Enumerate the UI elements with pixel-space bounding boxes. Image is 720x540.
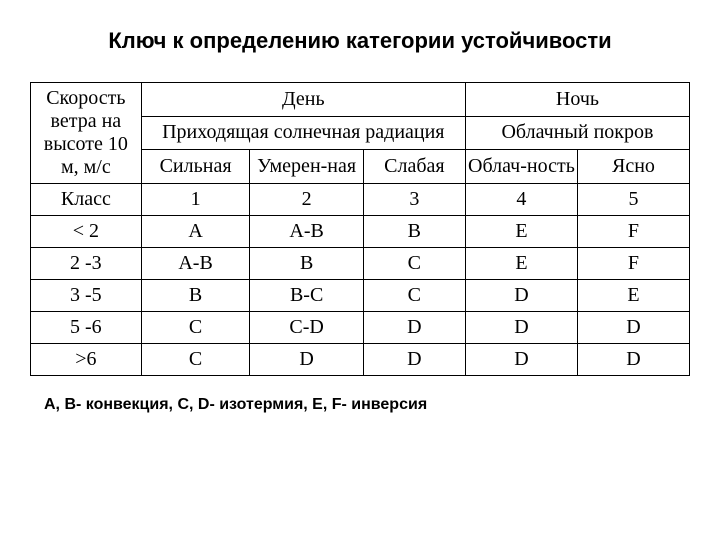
cell: C-D [250,312,363,344]
row-label: 5 -6 [31,312,142,344]
table-row: >6 C D D D D [31,344,690,376]
table-row: Класс 1 2 3 4 5 [31,184,690,216]
night-header: Ночь [465,83,689,117]
cell: D [363,312,465,344]
cell: 1 [141,184,250,216]
cell: D [465,280,577,312]
cell: D [465,312,577,344]
weak-header: Слабая [363,150,465,184]
cell: A-B [250,216,363,248]
clear-header: Ясно [577,150,689,184]
cell: C [141,312,250,344]
cell: 2 [250,184,363,216]
table-row: 3 -5 B B-C C D E [31,280,690,312]
cell: E [465,216,577,248]
page-title: Ключ к определению категории устойчивост… [30,28,690,54]
cell: A-B [141,248,250,280]
cell: C [141,344,250,376]
cell: B-C [250,280,363,312]
cloudy-header: Облач-ность [465,150,577,184]
wind-speed-header: Скорость ветра на высоте 10 м, м/с [31,83,142,184]
row-label: < 2 [31,216,142,248]
table-row: < 2 A A-B B E F [31,216,690,248]
solar-header: Приходящая солнечная радиация [141,116,465,150]
stability-table: Скорость ветра на высоте 10 м, м/с День … [30,82,690,376]
cell: A [141,216,250,248]
cell: D [465,344,577,376]
cell: E [465,248,577,280]
row-label: 3 -5 [31,280,142,312]
cell: E [577,280,689,312]
day-header: День [141,83,465,117]
table-row: 5 -6 C C-D D D D [31,312,690,344]
cell: C [363,248,465,280]
table-row: 2 -3 A-B B C E F [31,248,690,280]
row-label: >6 [31,344,142,376]
cell: F [577,216,689,248]
row-label: 2 -3 [31,248,142,280]
cell: B [141,280,250,312]
strong-header: Сильная [141,150,250,184]
cell: D [250,344,363,376]
footnote-text: A, B- конвекция, C, D- изотермия, E, F- … [44,396,690,414]
row-label: Класс [31,184,142,216]
cell: 4 [465,184,577,216]
cell: C [363,280,465,312]
header-row-1: Скорость ветра на высоте 10 м, м/с День … [31,83,690,117]
cell: B [363,216,465,248]
moderate-header: Умерен-ная [250,150,363,184]
cell: 3 [363,184,465,216]
cloud-header: Облачный покров [465,116,689,150]
cell: 5 [577,184,689,216]
cell: F [577,248,689,280]
cell: D [577,344,689,376]
cell: D [363,344,465,376]
cell: D [577,312,689,344]
cell: B [250,248,363,280]
